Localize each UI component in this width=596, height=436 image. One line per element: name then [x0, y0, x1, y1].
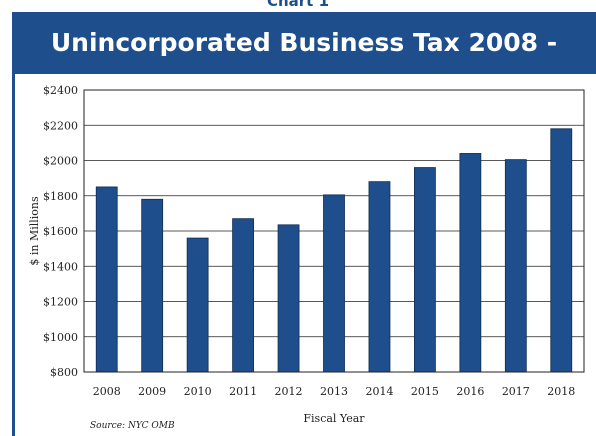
- chart-title: Unincorporated Business Tax 2008 - 2018: [50, 28, 558, 119]
- bar-2015: [414, 167, 436, 373]
- plot-border: [83, 89, 585, 373]
- chart-number-label: Chart 1: [266, 0, 330, 10]
- y-tick-label: $1400: [43, 260, 78, 273]
- x-axis-title: Fiscal Year: [303, 412, 365, 425]
- bar-2014: [368, 181, 391, 373]
- bar-2010: [186, 237, 209, 373]
- bar-2008: [95, 186, 118, 373]
- x-tick-label: 2013: [320, 385, 348, 398]
- left-accent-bar: [12, 74, 15, 436]
- y-tick-label: $1800: [43, 190, 78, 203]
- x-tick-label: 2015: [411, 385, 439, 398]
- x-tick-label: 2017: [502, 385, 530, 398]
- x-tick-label: 2010: [184, 385, 212, 398]
- x-tick-label: 2018: [547, 385, 575, 398]
- x-tick-label: 2012: [275, 385, 303, 398]
- x-tick-label: 2016: [456, 385, 484, 398]
- bar-2017: [504, 159, 527, 373]
- bar-2013: [323, 194, 345, 373]
- source-note: Source: NYC OMB: [90, 421, 175, 431]
- y-tick-label: $1600: [43, 225, 78, 238]
- bar-2011: [232, 218, 254, 373]
- bar-2018: [550, 128, 573, 373]
- y-tick-label: $800: [50, 366, 78, 379]
- title-banner: [12, 12, 596, 74]
- x-tick-label: 2009: [138, 385, 166, 398]
- y-tick-label: $2000: [43, 155, 78, 168]
- y-axis-ticks: $800 $1000 $1200 $1400 $1600 $1800 $2000 $2200 $…: [43, 84, 78, 379]
- y-tick-label: $1000: [43, 331, 78, 344]
- x-tick-label: 2011: [229, 385, 257, 398]
- y-axis-title: $ in Millions: [28, 196, 41, 266]
- bar-2012: [277, 224, 300, 373]
- x-axis-ticks: 2008 2009 2010 2011 2012 2013 2014 2015 2016 2017…: [93, 385, 576, 398]
- bars: [95, 128, 573, 373]
- y-tick-label: $2400: [43, 84, 78, 97]
- x-tick-label: 2014: [365, 385, 393, 398]
- bar-2009: [141, 198, 164, 373]
- y-tick-label: $2200: [43, 119, 78, 132]
- x-tick-label: 2008: [93, 385, 121, 398]
- bar-2016: [459, 153, 482, 373]
- y-tick-label: $1200: [43, 296, 78, 309]
